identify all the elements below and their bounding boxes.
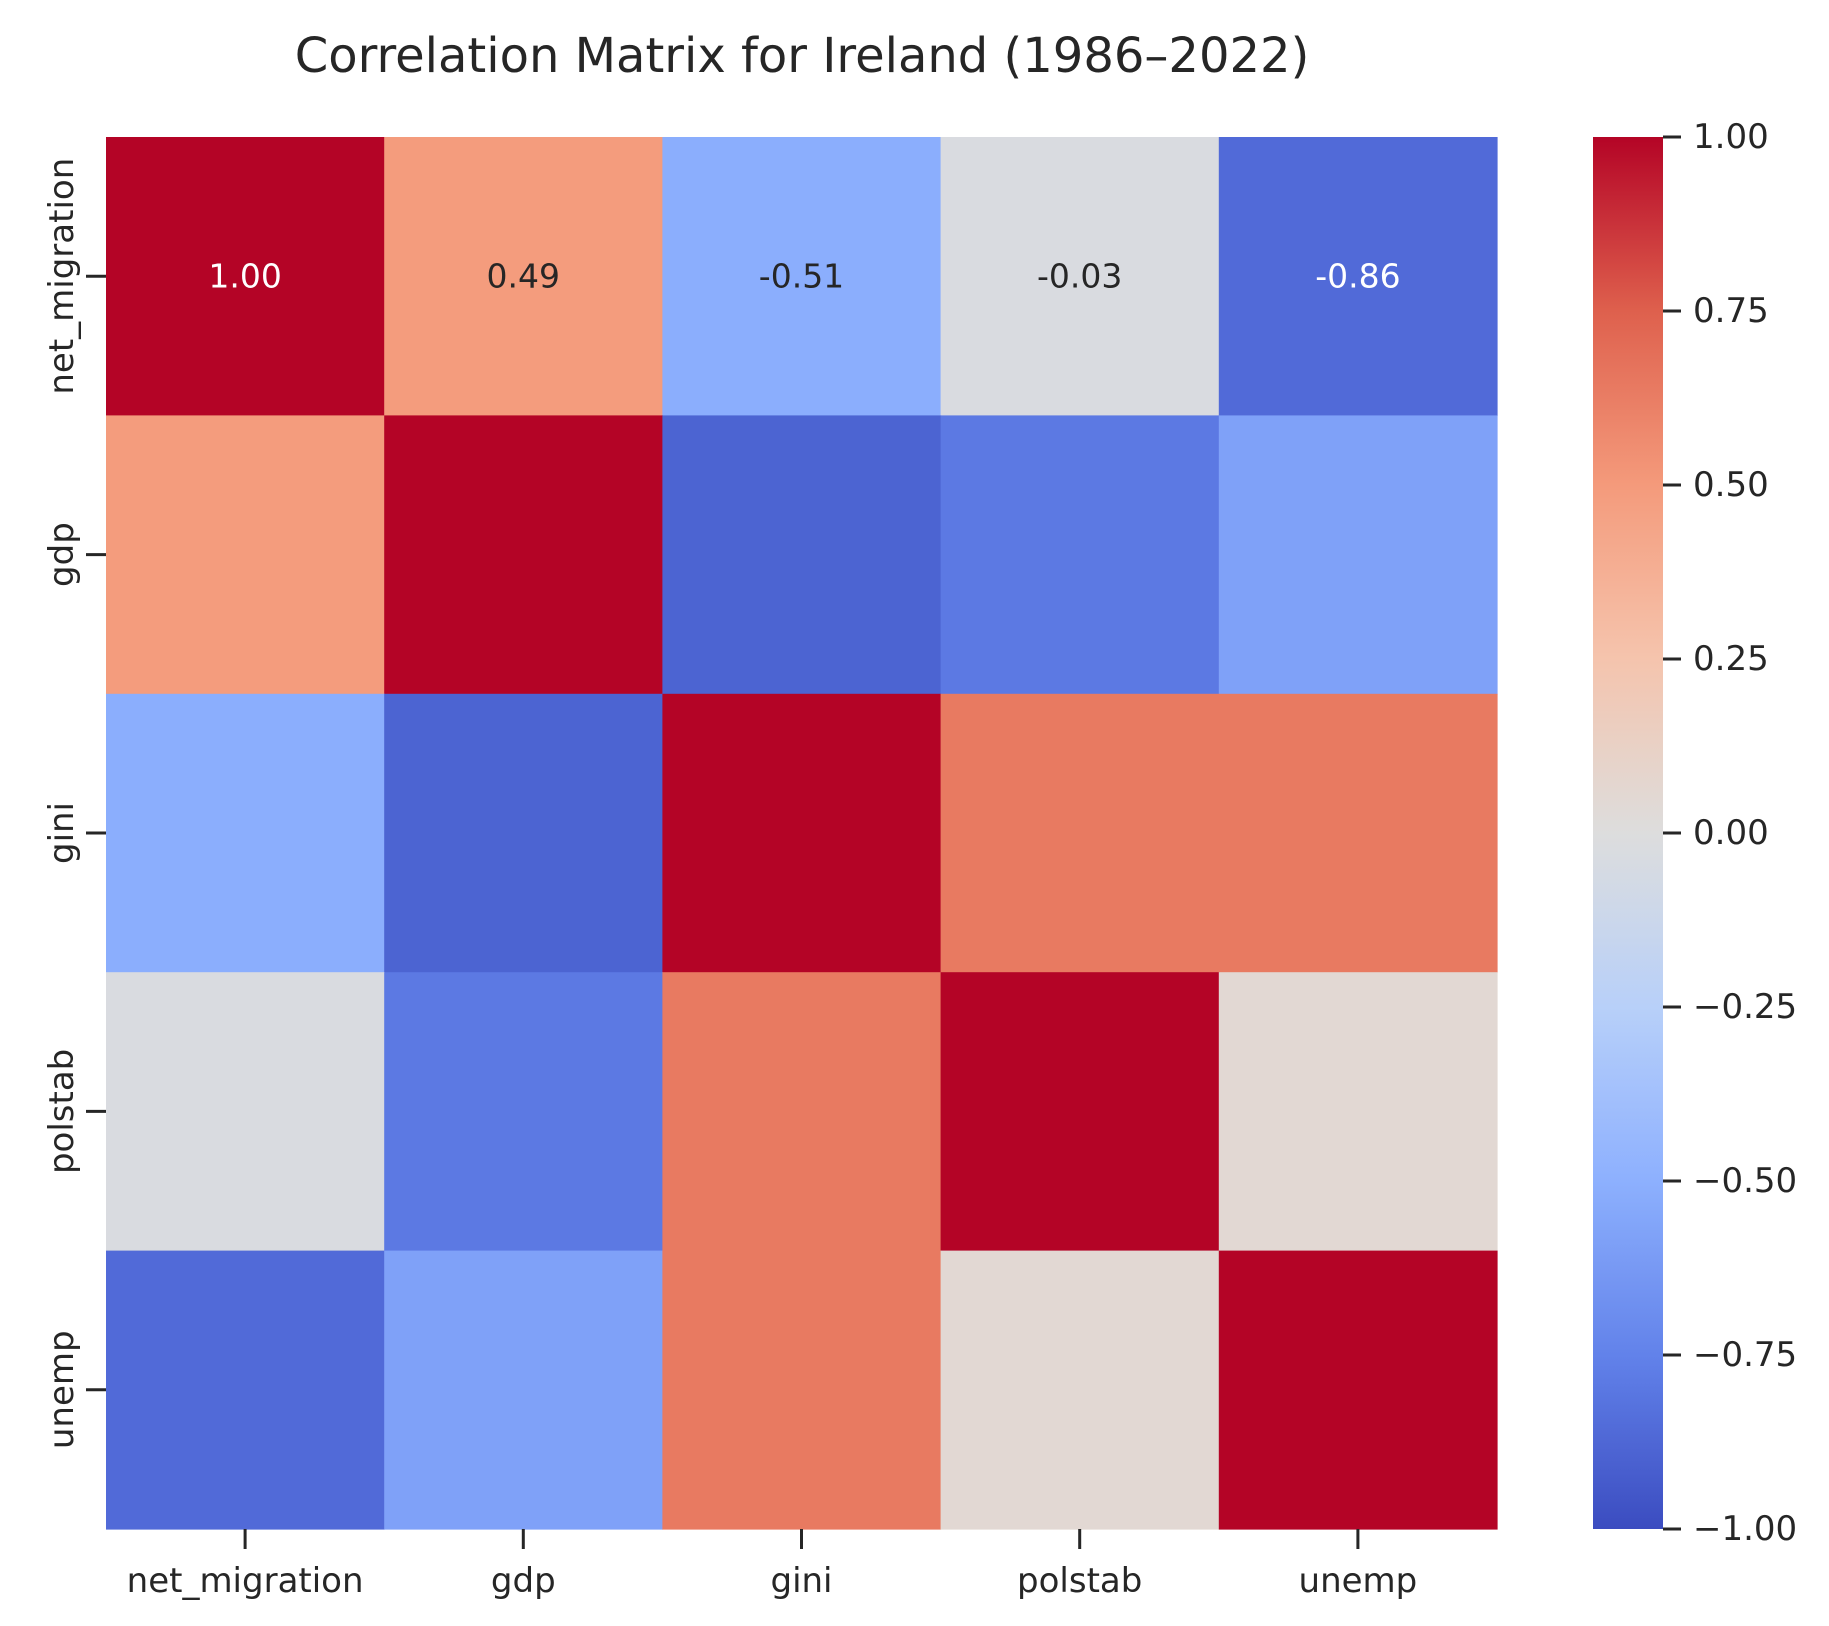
y-tick-label-gini: gini (42, 802, 82, 864)
x-axis: net_migration gdp gini polstab unemp (127, 1529, 1418, 1601)
heatmap-cell-polstab-net_migration (106, 972, 385, 1252)
heatmap-cell-polstab-unemp (1218, 972, 1498, 1252)
cell-annotation: 0.49 (487, 257, 560, 296)
heatmap-cell-gini-gdp (384, 693, 663, 973)
colorbar-ticks: 1.00 0.75 0.50 0.25 0.00 −0.25 −0.50 −0.75 −1.00 (1663, 117, 1797, 1549)
heatmap-cell-gini-net_migration (106, 693, 385, 973)
cell-annotation: -0.86 (1315, 257, 1400, 296)
colorbar-gradient (1593, 137, 1663, 1529)
x-tick-label-unemp: unemp (1299, 1561, 1418, 1601)
heatmap-cell-gini-unemp (1218, 693, 1498, 973)
heatmap-cell-gini-gini (662, 693, 942, 973)
heatmap-cell-unemp-gdp (384, 1250, 663, 1530)
heatmap-cell-gdp-unemp (1218, 415, 1498, 695)
cell-annotation: -0.03 (1037, 257, 1122, 296)
heatmap-cell-net_migration-gdp (384, 137, 663, 416)
heatmap-cell-polstab-gdp (384, 972, 663, 1252)
colorbar-tick-label: 0.75 (1693, 291, 1769, 331)
y-tick-label-polstab: polstab (42, 1049, 82, 1174)
cell-annotation: -0.51 (759, 257, 844, 296)
heatmap-cell-unemp-unemp (1218, 1250, 1498, 1530)
colorbar-tick-label: −0.50 (1693, 1161, 1797, 1201)
heatmap-cell-labels: 1.00 0.49 -0.51 -0.03 -0.86 (208, 257, 1400, 296)
colorbar-tick-label: −0.25 (1693, 987, 1797, 1027)
heatmap-cells (106, 137, 1498, 1530)
y-tick-label-gdp: gdp (42, 522, 82, 587)
colorbar-tick-label: −1.00 (1693, 1509, 1797, 1549)
colorbar-tick-label: 0.50 (1693, 465, 1769, 505)
y-tick-label-unemp: unemp (42, 1330, 82, 1449)
heatmap-cell-unemp-gini (662, 1250, 942, 1530)
colorbar-tick-label: 0.00 (1693, 813, 1769, 853)
x-tick-label-net_migration: net_migration (127, 1561, 364, 1601)
colorbar-tick-label: 1.00 (1693, 117, 1769, 157)
heatmap-cell-net_migration-net_migration (106, 137, 385, 416)
heatmap-cell-gini-polstab (940, 693, 1220, 973)
y-tick-label-net_migration: net_migration (42, 158, 82, 395)
colorbar: 1.00 0.75 0.50 0.25 0.00 −0.25 −0.50 −0.75 −1.00 (1593, 117, 1797, 1549)
x-tick-label-gini: gini (770, 1561, 832, 1601)
heatmap-cell-polstab-gini (662, 972, 942, 1252)
heatmap-cell-net_migration-gini (662, 137, 942, 416)
x-tick-label-gdp: gdp (491, 1561, 556, 1601)
heatmap-cell-gdp-gini (662, 415, 942, 695)
x-tick-label-polstab: polstab (1017, 1561, 1142, 1601)
chart-title: Correlation Matrix for Ireland (1986–202… (295, 28, 1310, 84)
heatmap-cell-polstab-polstab (940, 972, 1220, 1252)
heatmap-cell-gdp-gdp (384, 415, 663, 695)
colorbar-tick-label: −0.75 (1693, 1335, 1797, 1375)
cell-annotation: 1.00 (208, 257, 281, 296)
heatmap-cell-unemp-polstab (940, 1250, 1220, 1530)
heatmap-cell-net_migration-polstab (940, 137, 1220, 416)
colorbar-tick-label: 0.25 (1693, 639, 1769, 679)
heatmap-cell-gdp-polstab (940, 415, 1220, 695)
heatmap-cell-net_migration-unemp (1218, 137, 1498, 416)
heatmap-cell-gdp-net_migration (106, 415, 385, 695)
heatmap-cell-unemp-net_migration (106, 1250, 385, 1530)
